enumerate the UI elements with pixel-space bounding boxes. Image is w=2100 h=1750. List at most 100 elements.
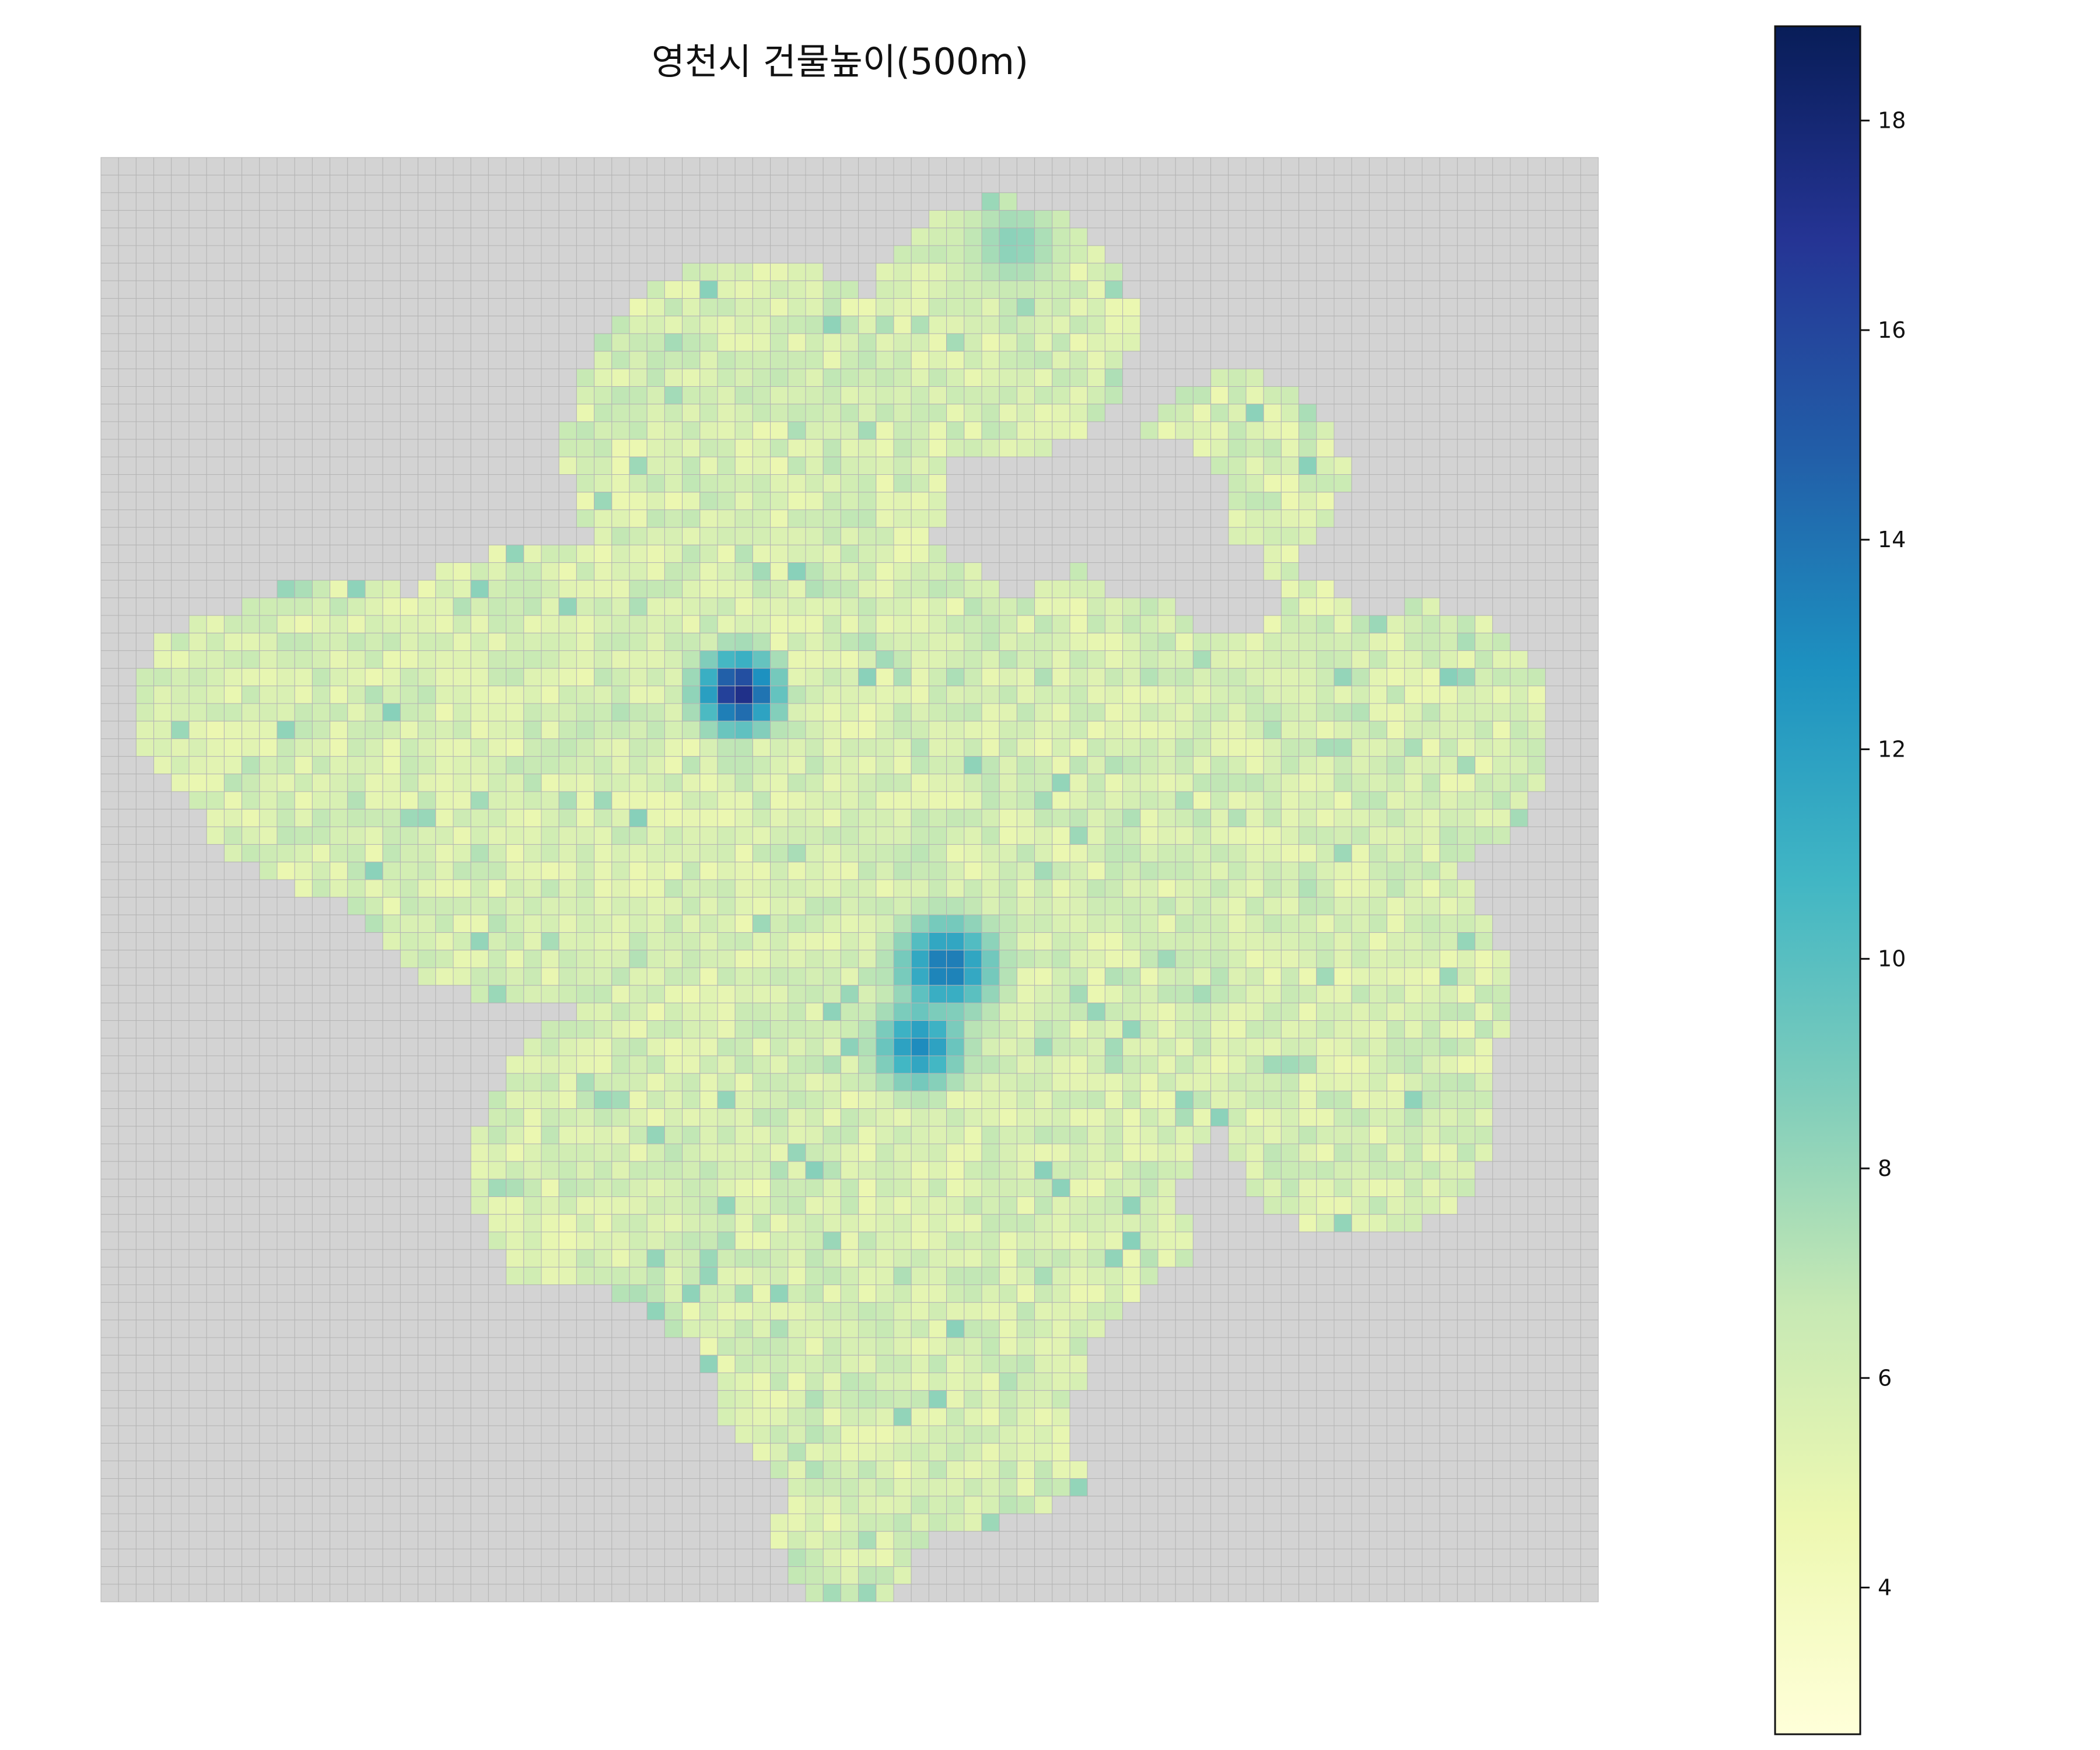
grid-cell (964, 228, 982, 246)
grid-cell (717, 174, 736, 193)
grid-cell (523, 228, 542, 246)
grid-cell (858, 245, 877, 264)
grid-cell (1263, 228, 1282, 246)
grid-cell (435, 228, 454, 246)
grid-cell (1422, 192, 1440, 211)
grid-cell (294, 298, 313, 317)
grid-cell (1192, 174, 1212, 193)
grid-cell (576, 245, 595, 264)
map-title: 영천시 건물높이(500m) (651, 40, 1029, 83)
grid-cell (347, 245, 366, 264)
grid-cell (1457, 228, 1476, 246)
grid-cell (1034, 157, 1053, 176)
grid-cell (276, 174, 295, 193)
grid-cell (1157, 228, 1176, 246)
grid-cell (118, 228, 136, 246)
grid-cell (1439, 228, 1458, 246)
grid-cell (223, 210, 243, 229)
grid-cell (294, 262, 313, 281)
grid-cell (188, 228, 207, 246)
grid-cell (1069, 210, 1088, 229)
grid-cell (1104, 174, 1124, 193)
grid-cell (1580, 280, 1599, 299)
grid-cell (858, 157, 877, 176)
grid-cell (928, 280, 947, 299)
grid-cell (1140, 280, 1158, 299)
grid-cell (418, 245, 436, 264)
grid-cell (312, 192, 331, 211)
grid-cell (523, 192, 542, 211)
grid-cell (171, 280, 190, 299)
grid-cell (347, 192, 366, 211)
grid-cell (928, 228, 947, 246)
grid-cell (1387, 192, 1405, 211)
grid-cell (840, 174, 859, 193)
grid-cell (1157, 192, 1176, 211)
grid-cell (1192, 157, 1212, 176)
grid-cell (1140, 192, 1158, 211)
grid-cell (1228, 192, 1247, 211)
grid-cell (100, 174, 119, 193)
grid-cell (242, 192, 260, 211)
grid-cell (206, 228, 225, 246)
grid-cell (100, 245, 119, 264)
grid-cell (488, 157, 507, 176)
grid-cell (1122, 174, 1141, 193)
grid-cell (734, 174, 753, 193)
grid-cell (1016, 245, 1035, 264)
grid-cell (1580, 245, 1599, 264)
grid-cell (788, 280, 806, 299)
grid-cell (118, 262, 136, 281)
grid-cell (1210, 245, 1229, 264)
grid-cell (312, 228, 331, 246)
grid-cell (1545, 245, 1564, 264)
grid-cell (1351, 210, 1370, 229)
grid-cell (223, 228, 243, 246)
grid-cell (1580, 228, 1599, 246)
grid-cell (418, 280, 436, 299)
grid-cell (1210, 157, 1229, 176)
grid-cell (1457, 210, 1476, 229)
grid-cell (822, 262, 841, 281)
grid-cell (1052, 157, 1070, 176)
grid-cell (1387, 245, 1405, 264)
grid-cell (981, 157, 1000, 176)
grid-cell (1492, 262, 1511, 281)
grid-cell (1069, 192, 1088, 211)
grid-cell (840, 280, 859, 299)
grid-cell (1140, 157, 1158, 176)
grid-cell (770, 157, 789, 176)
grid-cell (1368, 280, 1388, 299)
grid-cell (805, 174, 824, 193)
grid-cell (523, 245, 542, 264)
grid-cell (382, 157, 401, 176)
grid-cell (153, 262, 172, 281)
grid-cell (1104, 245, 1124, 264)
grid-cell (1404, 174, 1423, 193)
grid-cell (964, 192, 982, 211)
grid-cell (1175, 280, 1194, 299)
grid-cell (876, 210, 894, 229)
grid-cell (1210, 174, 1229, 193)
grid-cell (188, 262, 207, 281)
grid-cell (734, 192, 753, 211)
grid-cell (259, 157, 278, 176)
grid-cell (699, 262, 718, 281)
grid-cell (858, 280, 877, 299)
grid-cell (1069, 228, 1088, 246)
grid-cell (822, 245, 841, 264)
grid-cell (1334, 210, 1352, 229)
grid-cell (876, 245, 894, 264)
grid-cell (1334, 262, 1352, 281)
grid-cell (382, 210, 401, 229)
grid-cell (1510, 210, 1528, 229)
grid-cell (752, 245, 771, 264)
grid-cell (928, 192, 947, 211)
grid-cell (964, 262, 982, 281)
grid-cell (347, 174, 366, 193)
grid-cell (1334, 245, 1352, 264)
grid-cell (1069, 157, 1088, 176)
grid-cell (1034, 210, 1053, 229)
grid-cell (1475, 192, 1493, 211)
grid-cell (1351, 228, 1370, 246)
